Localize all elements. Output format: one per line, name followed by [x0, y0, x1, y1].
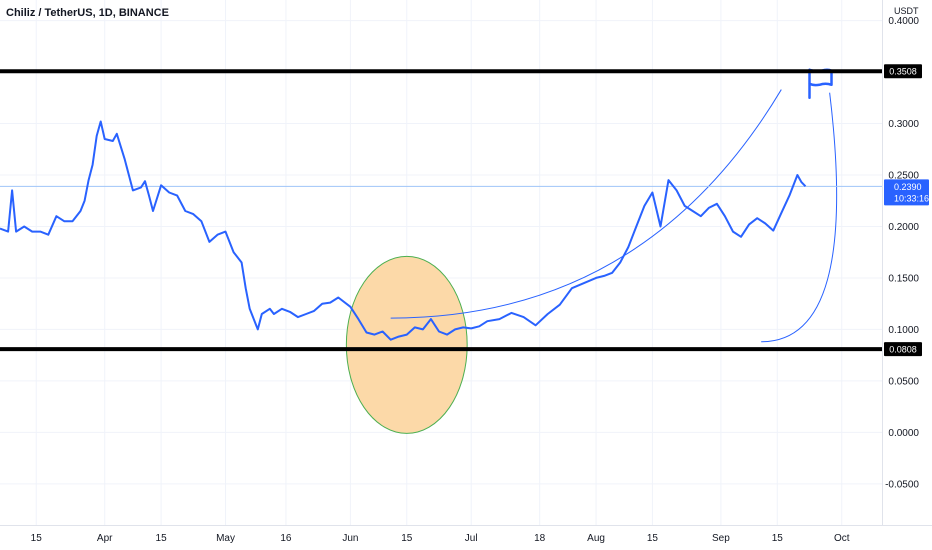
highlight-ellipse: [345, 255, 468, 434]
last-price-tag: [884, 179, 929, 206]
flag-icon: [808, 68, 833, 100]
price-series: [0, 120, 882, 341]
y-tick-label: 0.1000: [888, 325, 919, 336]
y-tick-label: 0.3000: [888, 119, 919, 130]
x-tick-label: Aug: [587, 533, 605, 544]
chart-grid: [0, 0, 882, 525]
x-axis[interactable]: 15 Apr 15 May 16 Jun 15 Jul 18 Aug 15 Sep 15 Oct: [31, 533, 850, 544]
y-axis[interactable]: 0.4000 0.3000 0.2500 0.2000 0.1500 0.1000 0.05…: [884, 6, 929, 490]
y-tick-label: 0.1500: [888, 273, 919, 284]
y-tick-label: 0.2000: [888, 222, 919, 233]
y-tick-label: -0.0500: [885, 479, 919, 490]
y-axis-separator: [882, 0, 883, 526]
y-tick-label: 0.0500: [888, 376, 919, 387]
level-price-label: 0.0808: [889, 345, 917, 355]
x-axis-separator: [0, 525, 932, 526]
x-tick-label: Jun: [342, 533, 358, 544]
x-tick-label: 15: [647, 533, 659, 544]
x-tick-label: Jul: [465, 533, 478, 544]
x-tick-label: Sep: [712, 533, 730, 544]
x-tick-label: Apr: [97, 533, 113, 544]
y-tick-label: 0.2500: [888, 171, 919, 182]
x-tick-label: May: [216, 533, 235, 544]
x-tick-label: 15: [31, 533, 43, 544]
last-price-label: 0.2390: [894, 182, 922, 192]
y-unit-label: USDT: [894, 6, 919, 16]
x-tick-label: Oct: [834, 533, 850, 544]
level-price-tag: [884, 342, 922, 357]
horizontal-levels[interactable]: 0.3508 0.0808: [0, 64, 922, 357]
curve-arc: [390, 89, 782, 319]
x-tick-label: 15: [156, 533, 168, 544]
price-series-line: [0, 120, 807, 341]
level-price-tag: [884, 64, 922, 79]
x-tick-label: 15: [772, 533, 784, 544]
x-tick-label: 18: [534, 533, 546, 544]
chart-title: Chiliz / TetherUS, 1D, BINANCE: [6, 7, 169, 19]
y-tick-label: 0.0000: [888, 428, 919, 439]
countdown-label: 10:33:16: [894, 193, 929, 203]
x-tick-label: 15: [401, 533, 413, 544]
x-tick-label: 16: [280, 533, 292, 544]
y-tick-label: 0.4000: [888, 16, 919, 27]
drawing-annotations[interactable]: [345, 68, 838, 434]
level-price-label: 0.3508: [889, 67, 917, 77]
curve-arc: [761, 92, 838, 343]
